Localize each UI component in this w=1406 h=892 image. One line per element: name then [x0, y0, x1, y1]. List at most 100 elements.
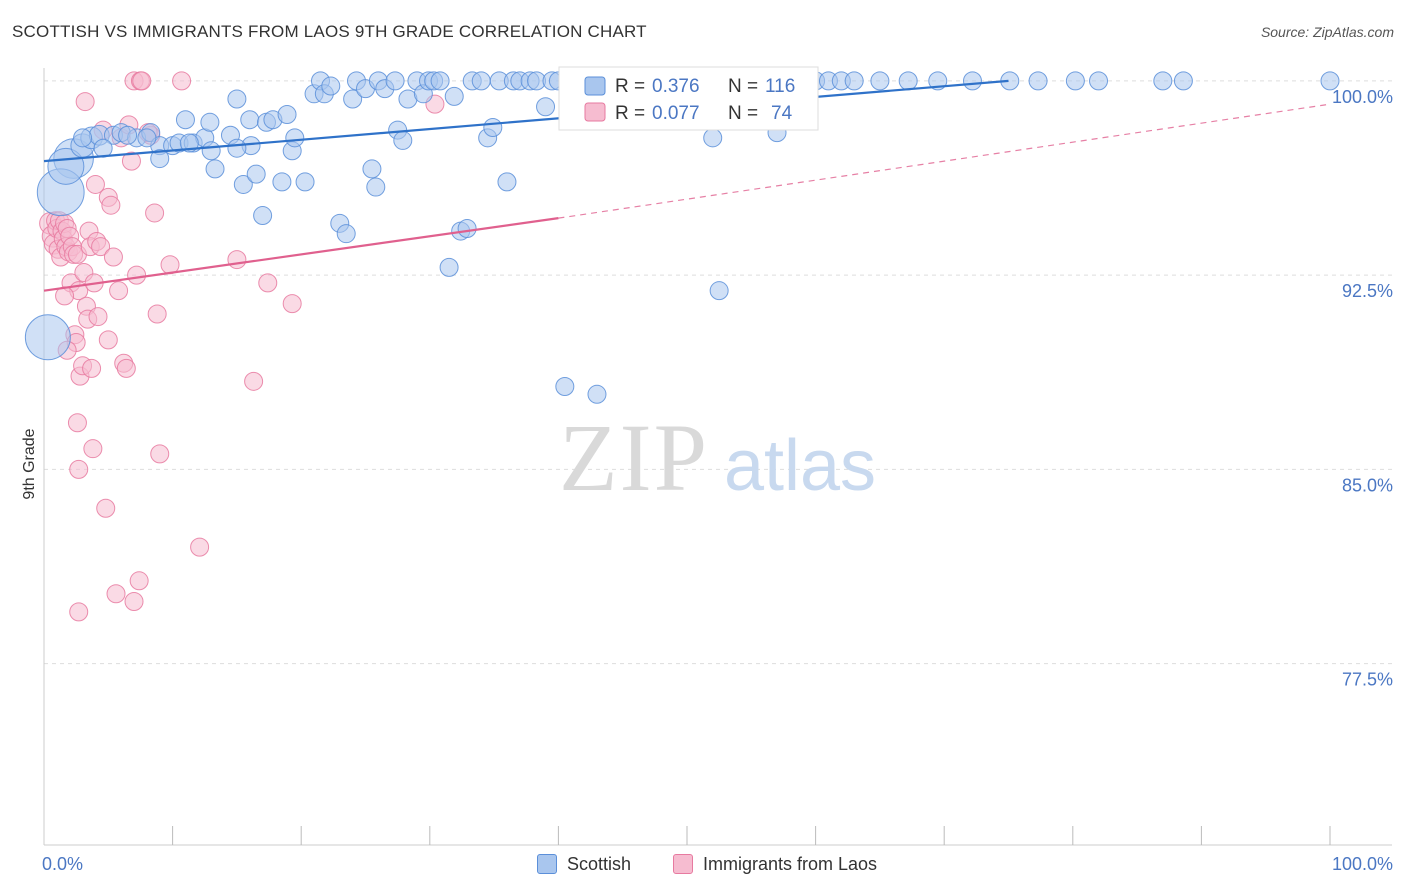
point-scottish-74	[555, 377, 575, 397]
point-scottish-66	[497, 172, 517, 192]
point-laos-36	[85, 174, 105, 194]
y-tick-label-2: 85.0%	[1342, 475, 1393, 495]
trend-line-scottish	[43, 79, 1009, 163]
legend-n-value-laos: 74	[771, 103, 793, 124]
point-scottish-100	[898, 71, 918, 91]
legend-swatch-scottish-bottom	[537, 854, 557, 874]
point-laos-66	[244, 371, 264, 391]
point-scottish-41	[343, 89, 363, 109]
point-laos-71	[98, 330, 118, 350]
y-tick-label-1: 92.5%	[1342, 281, 1393, 301]
point-scottish-22	[227, 89, 247, 109]
point-scottish-102	[962, 71, 982, 91]
point-scottish-27	[253, 206, 273, 226]
point-scottish-99	[870, 71, 890, 91]
legend-r-label-scottish: R =	[615, 76, 645, 97]
chart-source: Source: ZipAtlas.com	[1260, 24, 1394, 40]
point-laos-24	[67, 413, 87, 433]
point-laos-61	[150, 444, 170, 464]
point-scottish-2	[47, 147, 85, 185]
y-tick-label-0: 100.0%	[1332, 87, 1393, 107]
legend-item-laos[interactable]: Immigrants from Laos	[673, 852, 877, 876]
point-scottish-62	[471, 71, 491, 91]
watermark-atlas: atlas	[724, 426, 876, 506]
point-scottish-109	[1320, 71, 1340, 91]
y-axis-label: 9th Grade	[21, 428, 38, 499]
y-tick-labels: 100.0% 92.5% 85.0% 77.5%	[1332, 87, 1393, 690]
grid-lines	[44, 80, 1392, 665]
point-scottish-86	[703, 128, 723, 148]
point-scottish-12	[150, 149, 170, 169]
legend-n-value-scottish: 116	[765, 76, 795, 97]
x-tick-labels: 0.0% 100.0%	[42, 854, 1393, 874]
legend-label-scottish: Scottish	[567, 853, 632, 874]
point-scottish-33	[285, 128, 305, 148]
legend-item-scottish[interactable]: Scottish	[537, 852, 631, 876]
chart-title: SCOTTISH VS IMMIGRANTS FROM LAOS 9TH GRA…	[12, 22, 647, 41]
watermark-zip: ZIP	[559, 404, 709, 511]
point-laos-38	[88, 307, 108, 327]
point-laos-45	[106, 584, 126, 604]
point-laos-52	[124, 592, 144, 612]
x-tick-label-0: 0.0%	[42, 854, 83, 874]
legend-swatch-laos-bottom	[673, 854, 693, 874]
point-scottish-24	[240, 110, 260, 130]
point-laos-41	[96, 498, 116, 518]
point-laos-67	[258, 273, 278, 293]
point-scottish-15	[175, 110, 195, 130]
point-laos-60	[147, 304, 167, 324]
point-laos-69	[75, 92, 95, 112]
trend-line-extension-laos	[558, 103, 1331, 219]
point-scottish-26	[246, 164, 266, 184]
point-scottish-30	[272, 172, 292, 192]
point-scottish-34	[295, 172, 315, 192]
point-scottish-111	[93, 138, 113, 158]
legend-n-label-laos: N =	[728, 103, 758, 124]
point-scottish-113	[137, 128, 157, 148]
point-laos-54	[129, 571, 149, 591]
point-laos-34	[83, 439, 103, 459]
trend-lines	[43, 79, 1331, 292]
point-laos-63	[172, 71, 192, 91]
point-laos-64	[190, 537, 210, 557]
point-scottish-3	[24, 314, 71, 361]
point-scottish-87	[709, 281, 729, 301]
point-laos-51	[121, 151, 141, 171]
watermark: ZIP atlas	[559, 404, 876, 511]
point-scottish-115	[73, 128, 93, 148]
point-laos-39	[91, 237, 111, 257]
point-scottish-98	[844, 71, 864, 91]
point-laos-57	[132, 71, 152, 91]
point-laos-44	[103, 247, 123, 267]
point-scottish-107	[1153, 71, 1173, 91]
point-laos-65	[227, 250, 247, 270]
point-scottish-48	[385, 71, 405, 91]
axes	[43, 68, 1392, 846]
point-scottish-110	[227, 138, 247, 158]
point-scottish-45	[366, 177, 386, 197]
point-scottish-64	[483, 117, 503, 137]
x-tick-label-1: 100.0%	[1332, 854, 1393, 874]
point-scottish-112	[118, 125, 138, 145]
legend-r-value-laos: 0.077	[652, 103, 700, 124]
legend-r-label-laos: R =	[615, 103, 645, 124]
point-scottish-71	[536, 97, 556, 117]
point-laos-33	[82, 358, 102, 378]
point-scottish-114	[179, 133, 199, 153]
point-scottish-56	[430, 71, 450, 91]
y-tick-label-3: 77.5%	[1342, 670, 1393, 690]
point-scottish-44	[362, 159, 382, 179]
point-scottish-31	[277, 105, 297, 125]
legend-swatch-scottish	[584, 76, 606, 96]
trend-line-laos	[43, 217, 559, 292]
point-laos-59	[145, 203, 165, 223]
point-scottish-23	[233, 174, 253, 194]
point-scottish-38	[321, 76, 341, 96]
point-laos-49	[116, 358, 136, 378]
point-laos-68	[282, 294, 302, 314]
legend-box: R = 0.376 N = 116 R = 0.077 N = 74	[558, 66, 819, 131]
point-scottish-40	[336, 224, 356, 244]
point-scottish-77	[587, 384, 607, 404]
point-laos-43	[101, 195, 121, 215]
